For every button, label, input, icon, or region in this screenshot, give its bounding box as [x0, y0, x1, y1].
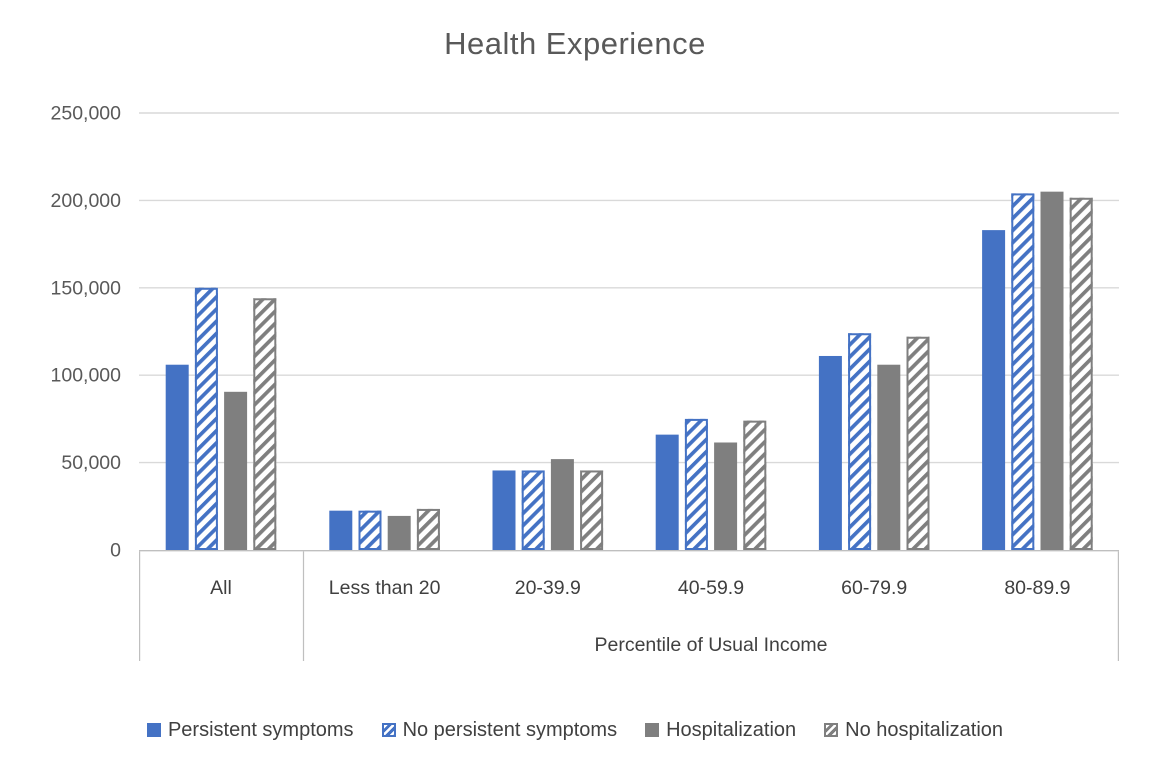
series-4 — [253, 197, 1093, 551]
bar — [224, 391, 248, 550]
y-tick-label: 200,000 — [51, 190, 122, 212]
bar-chart-plot: 0 50,000 100,000 150,000 200,000 250,000 All L… — [51, 103, 1120, 661]
y-tick-label: 100,000 — [51, 365, 122, 387]
bar — [329, 510, 353, 550]
category-label: 20-39.9 — [515, 577, 581, 599]
y-tick-label: 0 — [110, 540, 121, 562]
bar-border — [1011, 193, 1035, 551]
bar-border — [684, 418, 708, 550]
category-axis-labels: All Less than 20 20-39.9 40-59.9 60-79.9 80-8… — [210, 577, 1070, 656]
legend-label: No persistent symptoms — [402, 718, 618, 741]
bar — [982, 230, 1006, 550]
bar — [743, 420, 767, 550]
bars — [165, 191, 1093, 551]
bar — [358, 510, 382, 550]
bar-border — [1069, 197, 1093, 550]
bar — [521, 470, 545, 550]
bar — [906, 336, 930, 550]
bar — [655, 434, 679, 550]
bar — [848, 333, 872, 550]
legend-item-no-hospitalization: No hospitalization — [824, 719, 1003, 742]
y-tick-label: 250,000 — [51, 103, 122, 125]
series-1 — [165, 230, 1006, 550]
bar — [580, 470, 604, 550]
bar-border — [743, 420, 767, 551]
legend-swatch-solid-blue-icon — [146, 723, 161, 737]
bar — [492, 470, 516, 550]
bar — [877, 364, 901, 550]
category-label: 80-89.9 — [1004, 577, 1070, 599]
bar — [1069, 197, 1093, 550]
series-2 — [194, 193, 1035, 551]
gridlines — [139, 112, 1119, 464]
category-axis-frame — [139, 550, 1120, 661]
category-label: Less than 20 — [329, 577, 441, 599]
bar — [714, 442, 738, 550]
bar-border — [253, 298, 277, 550]
bar-border — [521, 470, 545, 550]
bar — [1011, 193, 1035, 550]
legend-item-persistent-symptoms: Persistent symptoms — [146, 718, 354, 742]
bar-border — [848, 333, 872, 550]
series-3 — [224, 191, 1064, 550]
bar — [194, 287, 218, 550]
category-label: All — [210, 577, 232, 599]
bar-border — [580, 470, 604, 550]
legend-item-hospitalization: Hospitalization — [645, 719, 796, 742]
bar — [416, 508, 440, 550]
y-axis-tick-labels: 0 50,000 100,000 150,000 200,000 250,000 — [51, 103, 122, 562]
legend-label: No hospitalization — [845, 718, 1004, 741]
bar — [253, 298, 277, 550]
bar — [1040, 191, 1064, 550]
bar — [550, 459, 574, 550]
y-tick-label: 150,000 — [51, 277, 122, 299]
legend: Persistent symptoms No persistent sympto… — [0, 712, 1150, 748]
bar-border — [358, 510, 382, 551]
bar-border — [194, 287, 218, 550]
x-axis-group-label: Percentile of Usual Income — [594, 634, 827, 656]
chart-title: Health Experience — [444, 26, 706, 61]
legend-swatch-solid-gray-icon — [645, 723, 660, 737]
y-tick-label: 50,000 — [61, 452, 121, 474]
bar — [684, 418, 708, 550]
bar-border — [906, 336, 930, 550]
category-label: 40-59.9 — [678, 577, 744, 599]
legend-swatch-hatched-gray-icon — [824, 723, 839, 737]
bar — [387, 515, 411, 550]
bar — [818, 355, 842, 550]
legend-swatch-hatched-blue-icon — [381, 723, 396, 737]
bar-border — [416, 508, 440, 550]
bar — [165, 364, 189, 550]
legend-item-no-persistent-symptoms: No persistent symptoms — [381, 718, 618, 742]
category-label: 60-79.9 — [841, 577, 907, 599]
legend-label: Persistent symptoms — [167, 718, 354, 741]
legend-label: Hospitalization — [666, 718, 797, 741]
